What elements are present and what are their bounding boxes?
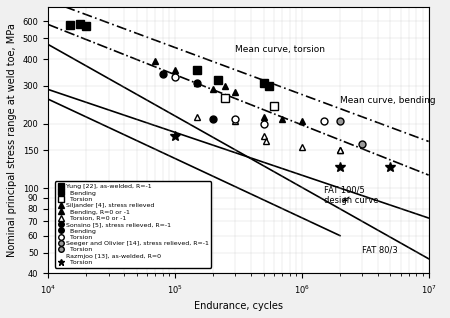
X-axis label: Endurance, cycles: Endurance, cycles [194, 301, 283, 311]
Text: FAT 80/3: FAT 80/3 [362, 245, 398, 255]
Text: Mean curve, bending: Mean curve, bending [340, 96, 436, 105]
Y-axis label: Nominal principal stress range at weld toe, MPa: Nominal principal stress range at weld t… [7, 23, 17, 257]
Text: Mean curve, torsion: Mean curve, torsion [235, 45, 325, 54]
Legend: Yung [22], as-welded, R=-1,   Bending,   Torsion, Siljander [4], stress relieved: Yung [22], as-welded, R=-1, Bending, Tor… [55, 182, 211, 267]
Text: FAT 100/5
design curve: FAT 100/5 design curve [324, 186, 378, 205]
